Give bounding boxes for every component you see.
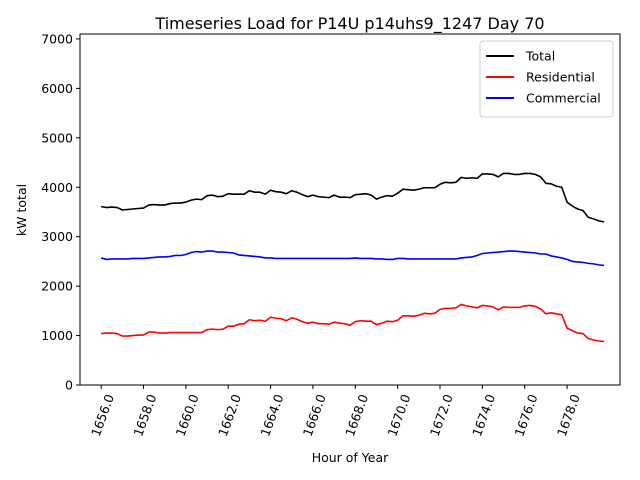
y-tick-label: 5000 [41, 130, 73, 145]
chart-title: Timeseries Load for P14U p14uhs9_1247 Da… [154, 14, 544, 34]
series-line-residential [101, 303, 605, 343]
legend-label-commercial: Commercial [526, 91, 601, 106]
x-axis-label: Hour of Year [312, 450, 389, 465]
series-layer [100, 172, 605, 343]
y-tick-label: 2000 [41, 279, 73, 294]
plot-frame [79, 33, 621, 386]
legend-label-residential: Residential [526, 70, 595, 85]
y-tick-label: 3000 [41, 229, 73, 244]
series-line-total [101, 172, 605, 223]
y-axis-ticks: 0 1000 2000 3000 4000 5000 6000 7000 [41, 31, 80, 393]
y-tick-label: 7000 [41, 31, 73, 46]
series-line-commercial [100, 250, 605, 267]
y-tick-label: 0 [65, 378, 73, 393]
y-axis-label: kW total [14, 184, 29, 236]
legend-entries: Total Residential Commercial [486, 49, 601, 106]
y-tick-label: 4000 [41, 180, 73, 195]
legend-label-total: Total [525, 49, 555, 64]
y-tick-label: 1000 [41, 328, 73, 343]
legend: Total Residential Commercial [479, 40, 614, 118]
y-tick-label: 6000 [41, 81, 73, 96]
